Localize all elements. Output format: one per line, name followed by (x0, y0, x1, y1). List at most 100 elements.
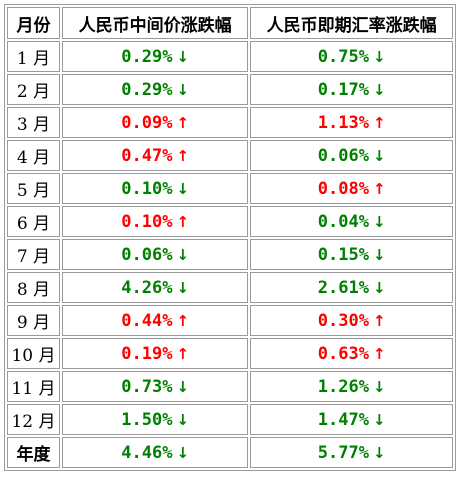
central-parity-change-cell: 0.10% ↑ (61, 206, 249, 237)
change-value: 0.44% (121, 310, 173, 331)
spot-rate-change-cell: 0.08% ↑ (250, 173, 453, 204)
spot-rate-change-cell: 1.47% ↓ (250, 404, 453, 435)
arrow-up-icon: ↑ (372, 344, 386, 363)
header-row: 月份 人民币中间价涨跌幅 人民币即期汇率涨跌幅 (7, 7, 453, 39)
arrow-down-icon: ↓ (176, 377, 190, 396)
arrow-up-icon: ↑ (176, 212, 190, 231)
change-value: 0.47% (121, 145, 173, 166)
spot-rate-change-cell: 0.15% ↓ (250, 239, 453, 270)
arrow-down-icon: ↓ (176, 245, 190, 264)
arrow-down-icon: ↓ (176, 278, 190, 297)
row-label-month: 5 月 (7, 173, 60, 204)
table-row: 2 月 0.29% ↓ 0.17% ↓ (7, 74, 453, 105)
row-label-month: 11 月 (7, 371, 60, 402)
spot-rate-change-cell: 2.61% ↓ (250, 272, 453, 303)
change-value: 0.06% (121, 244, 173, 265)
change-value: 1.26% (317, 376, 369, 397)
row-label-month: 4 月 (7, 140, 60, 171)
arrow-up-icon: ↑ (372, 179, 386, 198)
arrow-down-icon: ↓ (372, 212, 386, 231)
arrow-down-icon: ↓ (176, 443, 190, 462)
spot-rate-change-cell: 1.26% ↓ (250, 371, 453, 402)
change-value: 0.29% (121, 46, 173, 67)
arrow-down-icon: ↓ (176, 47, 190, 66)
change-value: 1.50% (121, 409, 173, 430)
central-parity-change-cell: 0.10% ↓ (61, 173, 249, 204)
table-row: 4 月 0.47% ↑ 0.06% ↓ (7, 140, 453, 171)
change-value: 2.61% (317, 277, 369, 298)
change-value: 0.75% (317, 46, 369, 67)
arrow-up-icon: ↑ (372, 113, 386, 132)
header-spot-rate-change: 人民币即期汇率涨跌幅 (250, 7, 453, 39)
arrow-down-icon: ↓ (372, 410, 386, 429)
spot-rate-change-cell: 0.30% ↑ (250, 305, 453, 336)
arrow-down-icon: ↓ (176, 80, 190, 99)
central-parity-change-cell: 0.29% ↓ (61, 41, 249, 72)
arrow-up-icon: ↑ (372, 311, 386, 330)
change-value: 5.77% (317, 442, 369, 463)
row-label-month: 2 月 (7, 74, 60, 105)
arrow-up-icon: ↑ (176, 311, 190, 330)
row-label-month: 8 月 (7, 272, 60, 303)
arrow-down-icon: ↓ (372, 245, 386, 264)
spot-rate-change-cell: 0.06% ↓ (250, 140, 453, 171)
arrow-down-icon: ↓ (372, 47, 386, 66)
arrow-down-icon: ↓ (176, 179, 190, 198)
spot-rate-change-cell: 0.63% ↑ (250, 338, 453, 369)
arrow-up-icon: ↑ (176, 113, 190, 132)
table-row: 年度 4.46% ↓ 5.77% ↓ (7, 437, 453, 468)
arrow-down-icon: ↓ (176, 410, 190, 429)
change-value: 0.10% (121, 178, 173, 199)
table-row: 5 月 0.10% ↓ 0.08% ↑ (7, 173, 453, 204)
spot-rate-change-cell: 5.77% ↓ (250, 437, 453, 468)
row-label-month: 6 月 (7, 206, 60, 237)
spot-rate-change-cell: 0.17% ↓ (250, 74, 453, 105)
table-row: 3 月 0.09% ↑ 1.13% ↑ (7, 107, 453, 138)
change-value: 0.04% (317, 211, 369, 232)
central-parity-change-cell: 1.50% ↓ (61, 404, 249, 435)
central-parity-change-cell: 4.26% ↓ (61, 272, 249, 303)
change-value: 0.63% (317, 343, 369, 364)
central-parity-change-cell: 0.47% ↑ (61, 140, 249, 171)
central-parity-change-cell: 0.44% ↑ (61, 305, 249, 336)
change-value: 0.17% (317, 79, 369, 100)
table-row: 9 月 0.44% ↑ 0.30% ↑ (7, 305, 453, 336)
arrow-down-icon: ↓ (372, 443, 386, 462)
change-value: 1.47% (317, 409, 369, 430)
table-row: 10 月 0.19% ↑ 0.63% ↑ (7, 338, 453, 369)
central-parity-change-cell: 0.29% ↓ (61, 74, 249, 105)
central-parity-change-cell: 0.19% ↑ (61, 338, 249, 369)
central-parity-change-cell: 4.46% ↓ (61, 437, 249, 468)
change-value: 0.15% (317, 244, 369, 265)
table-row: 12 月 1.50% ↓ 1.47% ↓ (7, 404, 453, 435)
change-value: 0.09% (121, 112, 173, 133)
row-label-month: 12 月 (7, 404, 60, 435)
table-row: 6 月 0.10% ↑ 0.04% ↓ (7, 206, 453, 237)
arrow-down-icon: ↓ (372, 278, 386, 297)
row-label-month: 3 月 (7, 107, 60, 138)
row-label-month: 7 月 (7, 239, 60, 270)
row-label-annual: 年度 (7, 437, 60, 468)
table-row: 1 月 0.29% ↓ 0.75% ↓ (7, 41, 453, 72)
arrow-down-icon: ↓ (372, 146, 386, 165)
header-central-parity-change: 人民币中间价涨跌幅 (61, 7, 249, 39)
change-value: 1.13% (317, 112, 369, 133)
row-label-month: 9 月 (7, 305, 60, 336)
table-row: 7 月 0.06% ↓ 0.15% ↓ (7, 239, 453, 270)
central-parity-change-cell: 0.09% ↑ (61, 107, 249, 138)
change-value: 0.06% (317, 145, 369, 166)
header-month: 月份 (7, 7, 60, 39)
change-value: 4.26% (121, 277, 173, 298)
row-label-month: 10 月 (7, 338, 60, 369)
table-row: 8 月 4.26% ↓ 2.61% ↓ (7, 272, 453, 303)
row-label-month: 1 月 (7, 41, 60, 72)
change-value: 0.19% (121, 343, 173, 364)
exchange-rate-table: 月份 人民币中间价涨跌幅 人民币即期汇率涨跌幅 1 月 0.29% ↓ 0.75% ↓ 2… (4, 4, 456, 471)
spot-rate-change-cell: 0.75% ↓ (250, 41, 453, 72)
change-value: 0.10% (121, 211, 173, 232)
arrow-down-icon: ↓ (372, 377, 386, 396)
spot-rate-change-cell: 1.13% ↑ (250, 107, 453, 138)
arrow-up-icon: ↑ (176, 146, 190, 165)
change-value: 4.46% (121, 442, 173, 463)
